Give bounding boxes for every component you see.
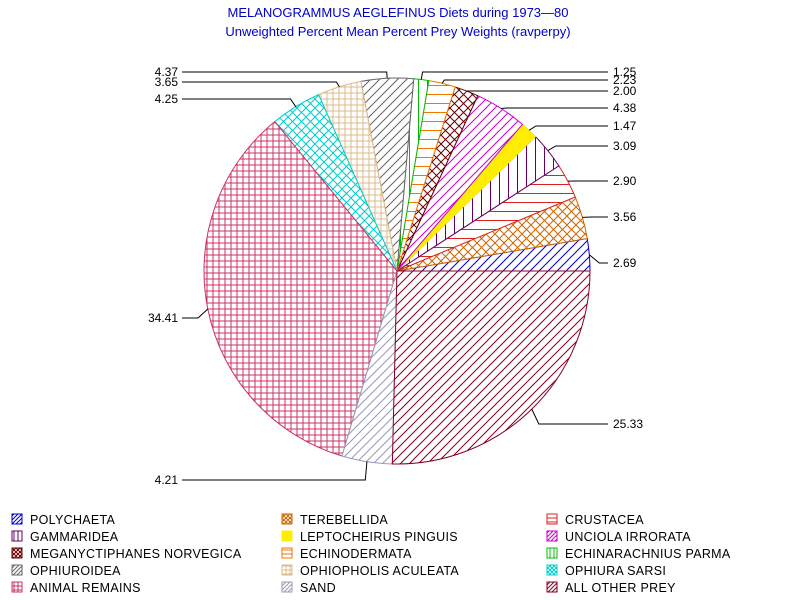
legend-label-echinodermata: ECHINODERMATA — [300, 547, 412, 561]
leader-leptocheirus-pinguis — [528, 125, 608, 131]
legend-label-meganyctiphanes-norvegica: MEGANYCTIPHANES NORVEGICA — [30, 547, 242, 561]
leader-ophiopholis-aculeata — [182, 81, 340, 88]
legend-item-gammaridea: GAMMARIDEA — [11, 530, 119, 544]
leader-animal-remains — [182, 308, 209, 319]
legend-label-polychaeta: POLYCHAETA — [30, 513, 116, 527]
value-label-meganyctiphanes-norvegica: 2.00 — [613, 84, 637, 98]
legend-swatch-sand — [281, 581, 293, 593]
legend-item-animal-remains: ANIMAL REMAINS — [11, 581, 141, 595]
legend-swatch-echinarachnius-parma — [546, 547, 558, 559]
leader-ophiura-sarsi — [182, 98, 297, 107]
value-label-echinodermata: 2.23 — [613, 73, 637, 87]
legend-label-all-other-prey: ALL OTHER PREY — [565, 581, 676, 595]
value-label-unciola-irrorata: 4.38 — [613, 101, 637, 115]
legend-swatch-unciola-irrorata — [546, 530, 558, 542]
legend-item-unciola-irrorata: UNCIOLA IRRORATA — [546, 530, 691, 544]
value-label-polychaeta: 2.69 — [613, 256, 637, 270]
legend-item-ophiura-sarsi: OPHIURA SARSI — [546, 564, 666, 578]
legend-item-polychaeta: POLYCHAETA — [11, 513, 116, 527]
value-label-ophiura-sarsi: 4.25 — [155, 92, 179, 106]
legend-item-ophiuroidea: OPHIUROIDEA — [11, 564, 121, 578]
value-label-crustacea: 2.90 — [613, 174, 637, 188]
legend-item-crustacea: CRUSTACEA — [546, 513, 644, 527]
leader-all-other-prey — [531, 408, 608, 425]
slice-all-other-prey — [391, 270, 591, 465]
value-label-animal-remains: 34.41 — [148, 311, 178, 325]
legend-swatch-ophiura-sarsi — [546, 564, 558, 576]
legend-item-sand: SAND — [281, 581, 336, 595]
value-label-ophiuroidea: 4.37 — [155, 65, 179, 79]
legend: POLYCHAETA TEREBELLIDA CRUSTACEA GAMMARIDEA… — [11, 513, 731, 595]
legend-item-terebellida: TEREBELLIDA — [281, 513, 388, 527]
value-label-echinarachnius-parma: 1.25 — [613, 65, 637, 79]
value-label-terebellida: 3.56 — [613, 210, 637, 224]
legend-swatch-polychaeta — [11, 513, 23, 525]
slice-value-labels: 2.69 3.56 2.90 3.09 1.47 4.38 2.002.231.25 4.37… — [148, 65, 643, 487]
leader-echinodermata — [441, 79, 608, 84]
value-label-leptocheirus-pinguis: 1.47 — [613, 119, 637, 133]
legend-label-terebellida: TEREBELLIDA — [300, 513, 388, 527]
legend-item-echinodermata: ECHINODERMATA — [281, 547, 412, 561]
legend-swatch-terebellida — [281, 513, 293, 525]
legend-item-leptocheirus-pinguis: LEPTOCHEIRUS PINGUIS — [281, 530, 458, 544]
legend-swatch-animal-remains — [11, 581, 23, 593]
legend-label-animal-remains: ANIMAL REMAINS — [30, 581, 141, 595]
legend-item-all-other-prey: ALL OTHER PREY — [546, 581, 676, 595]
pie-slices — [203, 77, 591, 465]
legend-label-echinarachnius-parma: ECHINARACHNIUS PARMA — [565, 547, 731, 561]
slice-label-leaders — [182, 71, 608, 481]
legend-label-ophiopholis-aculeata: OPHIOPHOLIS ACULEATA — [300, 564, 459, 578]
value-label-gammaridea: 3.09 — [613, 139, 637, 153]
chart-title: MELANOGRAMMUS AEGLEFINUS Diets during 19… — [227, 5, 568, 20]
value-label-sand: 4.21 — [155, 473, 179, 487]
legend-label-unciola-irrorata: UNCIOLA IRRORATA — [565, 530, 691, 544]
legend-swatch-leptocheirus-pinguis — [281, 530, 293, 542]
leader-ophiuroidea — [182, 71, 388, 79]
legend-item-ophiopholis-aculeata: OPHIOPHOLIS ACULEATA — [281, 564, 459, 578]
slice-animal-remains — [203, 120, 398, 457]
leader-polychaeta — [588, 254, 608, 264]
legend-item-meganyctiphanes-norvegica: MEGANYCTIPHANES NORVEGICA — [11, 547, 242, 561]
value-label-all-other-prey: 25.33 — [613, 417, 643, 431]
legend-swatch-crustacea — [546, 513, 558, 525]
legend-label-gammaridea: GAMMARIDEA — [30, 530, 119, 544]
legend-swatch-meganyctiphanes-norvegica — [11, 547, 23, 559]
leader-gammaridea — [547, 145, 608, 152]
value-label-ophiopholis-aculeata: 3.65 — [155, 75, 179, 89]
legend-label-sand: SAND — [300, 581, 336, 595]
legend-label-crustacea: CRUSTACEA — [565, 513, 644, 527]
legend-swatch-echinodermata — [281, 547, 293, 559]
legend-item-echinarachnius-parma: ECHINARACHNIUS PARMA — [546, 547, 731, 561]
leader-unciola-irrorata — [501, 107, 608, 109]
leader-sand — [182, 461, 368, 481]
legend-swatch-gammaridea — [11, 530, 23, 542]
legend-swatch-ophiuroidea — [11, 564, 23, 576]
chart-subtitle: Unweighted Percent Mean Percent Prey Wei… — [225, 24, 570, 39]
legend-swatch-ophiopholis-aculeata — [281, 564, 293, 576]
leader-echinarachnius-parma — [420, 71, 608, 80]
legend-label-ophiuroidea: OPHIUROIDEA — [30, 564, 121, 578]
legend-swatch-all-other-prey — [546, 581, 558, 593]
legend-label-ophiura-sarsi: OPHIURA SARSI — [565, 564, 666, 578]
legend-label-leptocheirus-pinguis: LEPTOCHEIRUS PINGUIS — [300, 530, 458, 544]
